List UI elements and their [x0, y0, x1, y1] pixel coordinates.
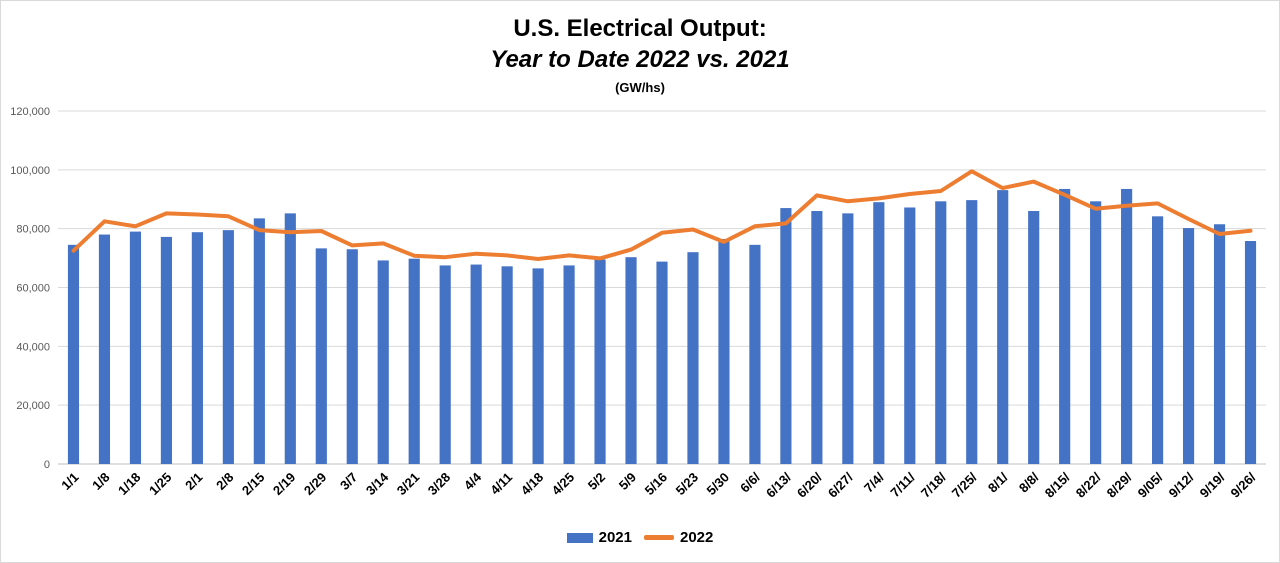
bar-2021	[284, 213, 296, 464]
x-tick-label: 2/8	[213, 470, 236, 493]
legend-label-2022: 2022	[680, 529, 714, 546]
bar-2021	[873, 202, 885, 465]
y-tick-label: 20,000	[16, 400, 50, 412]
x-tick-label: 9/12/	[1166, 469, 1197, 500]
bar-2021	[687, 252, 699, 464]
bar-2021	[625, 257, 637, 464]
x-tick-label: 6/27/	[825, 469, 856, 500]
legend-item-2021[interactable]: 2021	[566, 529, 632, 546]
bar-2021	[315, 248, 327, 464]
bar-2021	[253, 218, 265, 464]
bar-2021	[1213, 224, 1226, 464]
x-tick-label: 4/18	[518, 470, 547, 499]
bar-2021	[718, 238, 730, 464]
x-tick-label: 5/9	[616, 470, 639, 493]
bar-2021	[129, 231, 142, 464]
x-tick-label: 7/18/	[918, 469, 949, 500]
bar-2021	[98, 234, 111, 464]
bar-2021	[904, 207, 916, 464]
chart-legend: 2021 2022	[0, 529, 1280, 546]
y-tick-label: 120,000	[10, 106, 50, 118]
x-tick-label: 3/21	[394, 470, 423, 499]
x-tick-label: 1/25	[146, 470, 175, 499]
x-tick-label: 4/4	[461, 469, 485, 493]
bar-2021	[966, 200, 978, 464]
bar-2021	[1059, 188, 1071, 464]
chart-title: U.S. Electrical Output:	[513, 15, 767, 42]
y-tick-label: 40,000	[16, 341, 50, 353]
x-tick-label: 2/15	[239, 470, 268, 499]
x-tick-label: 4/11	[487, 470, 515, 498]
bar-2021	[594, 259, 606, 464]
legend-label-2021: 2021	[598, 529, 632, 546]
bar-2021	[501, 266, 513, 464]
x-tick-label: 2/1	[182, 470, 205, 493]
x-tick-label: 8/22/	[1073, 469, 1104, 500]
bar-2021	[749, 244, 761, 464]
x-tick-label: 8/8/	[1016, 469, 1042, 495]
bar-2021	[346, 249, 358, 464]
bar-2021	[160, 236, 172, 464]
x-tick-label: 9/26/	[1228, 469, 1259, 500]
x-tick-label: 2/19	[270, 470, 299, 499]
bar-2021	[935, 201, 947, 464]
bar-2021	[563, 265, 575, 464]
x-tick-label: 9/05/	[1135, 469, 1166, 500]
y-tick-label: 60,000	[16, 283, 50, 295]
bar-2021	[842, 213, 854, 464]
x-tick-label: 6/6/	[737, 469, 763, 495]
x-tick-label: 3/14	[363, 469, 392, 498]
bar-2021	[1090, 201, 1102, 464]
bar-2021	[408, 258, 420, 464]
x-tick-label: 8/15/	[1042, 469, 1073, 500]
legend-swatch-2021	[566, 532, 593, 543]
bar-2021	[1152, 216, 1164, 464]
y-tick-label: 0	[44, 459, 50, 471]
bar-2021	[470, 264, 482, 464]
x-tick-label: 3/7	[337, 470, 360, 493]
y-tick-label: 80,000	[16, 224, 50, 236]
x-tick-label: 7/25/	[949, 469, 980, 500]
x-tick-label: 6/20/	[794, 469, 825, 500]
x-tick-label: 2/29	[301, 470, 330, 499]
bar-2021	[1244, 241, 1257, 464]
x-tick-label: 5/23	[673, 470, 702, 499]
bar-2021	[377, 260, 389, 464]
bar-2021	[1028, 211, 1040, 464]
legend-item-2022[interactable]: 2022	[644, 529, 713, 546]
bar-2021	[1182, 228, 1195, 464]
bar-2021	[656, 261, 668, 464]
x-tick-label: 5/16	[642, 470, 671, 499]
x-tick-label: 5/2	[585, 470, 608, 493]
x-tick-label: 6/13/	[763, 469, 794, 500]
bar-2021	[1121, 188, 1133, 464]
x-tick-label: 7/4/	[861, 469, 887, 495]
x-tick-label: 3/28	[425, 470, 454, 499]
bar-2021	[439, 265, 451, 464]
legend-swatch-2022	[644, 535, 674, 540]
x-tick-label: 8/29/	[1104, 469, 1135, 500]
x-tick-label: 1/8	[89, 470, 112, 493]
bar-2021	[222, 230, 234, 464]
x-tick-label: 8/1/	[985, 469, 1011, 495]
line-2022	[71, 169, 1253, 261]
x-tick-label: 7/11/	[887, 469, 918, 500]
bar-2021	[67, 244, 80, 464]
x-tick-label: 5/30	[704, 470, 733, 499]
x-tick-label: 1/1	[58, 470, 81, 493]
bar-2021	[191, 232, 203, 464]
chart-units: (GW/hs)	[615, 80, 665, 95]
x-tick-label: 1/18	[115, 470, 144, 499]
x-tick-label: 9/19/	[1197, 469, 1228, 500]
x-tick-label: 4/25	[549, 470, 578, 499]
bar-2021	[532, 268, 544, 464]
bar-2021	[780, 208, 792, 464]
bar-2021	[997, 190, 1009, 464]
bar-2021	[811, 211, 823, 464]
chart-title-block: U.S. Electrical Output: Year to Date 202…	[0, 14, 1280, 98]
chart-subtitle: Year to Date 2022 vs. 2021	[490, 46, 790, 73]
y-tick-label: 100,000	[10, 165, 50, 177]
